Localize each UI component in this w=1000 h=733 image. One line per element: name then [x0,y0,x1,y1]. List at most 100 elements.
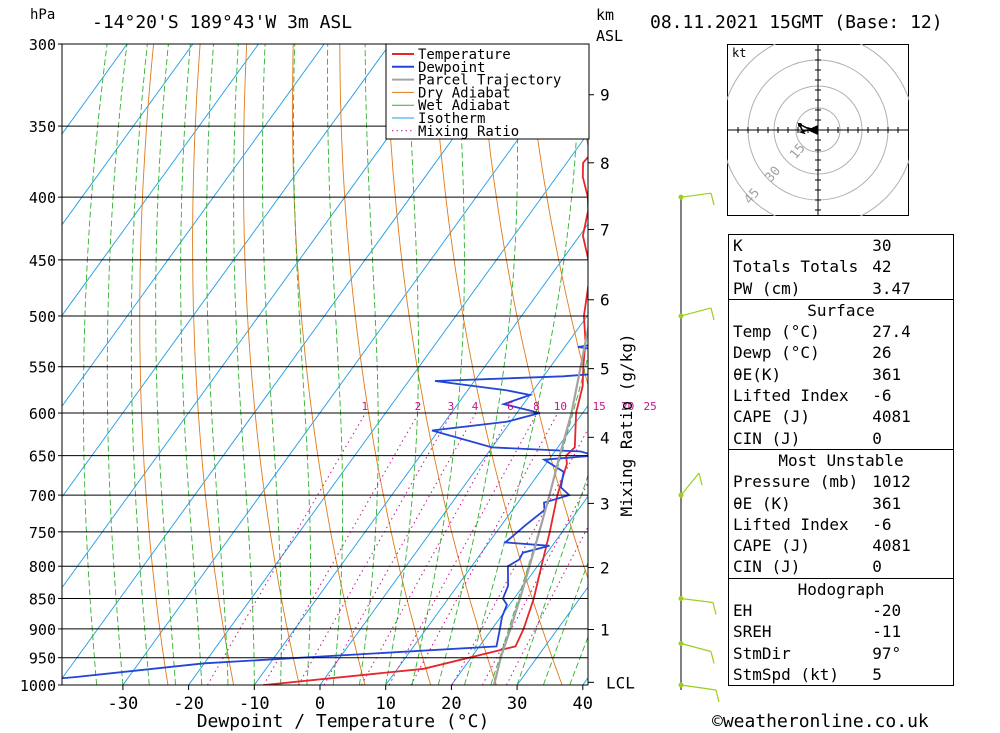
km-tick-label: 6 [600,291,610,310]
isotherm-line [516,586,588,685]
mu-li-value: -6 [872,514,892,534]
km-tick-label: 5 [600,360,610,379]
mu-theta-label: θE (K) [733,493,791,513]
pressure-tick-label: 750 [29,524,56,542]
legend-box [385,43,590,140]
surface-cin-value: 0 [872,428,882,448]
legend-label: Parcel Trajectory [418,73,561,89]
surface-dewp-value: 26 [872,343,892,363]
credit-link[interactable]: ©weatheronline.co.uk [712,711,929,732]
mixing-ratio-label: 2 [415,400,422,413]
mu-cape-value: 4081 [872,536,911,556]
temperature-tick-label: 10 [375,694,395,714]
wet-adiabat-line [358,44,379,685]
dry-adiabat-line [292,44,366,685]
wet-adiabat-line [83,44,108,685]
wind-barb-feather [710,307,715,321]
wind-barb-feather [712,602,717,615]
wet-adiabat-line [180,44,203,685]
isotherm-line [385,404,588,685]
pressure-tick-label: 500 [29,308,56,326]
wind-barb-shaft [680,472,700,496]
km-tick-label: 8 [600,154,610,173]
mu-pressure-value: 1012 [872,472,911,492]
surface-cape-value: 4081 [872,407,911,427]
km-tick-label: LCL [606,673,635,692]
mu-li-label: Lifted Index [733,514,849,534]
surface-li-label: Lifted Index [733,386,849,406]
surface-temp-label: Temp (°C) [733,322,820,342]
indices-table: K 30 Totals Totals 42 PW (cm) 3.47 Surface … [728,234,954,687]
isotherm-line [62,44,194,226]
mixing-ratio-label: 10 [554,400,567,413]
wet-adiabat-line [542,561,588,685]
isotherm-line [62,44,128,135]
km-label: km [596,6,615,24]
sreh-label: SREH [733,622,772,642]
wind-barb-feather [698,472,703,486]
temperature-tick-label: 20 [441,694,461,714]
eh-value: -20 [872,601,902,621]
isotherm-line [253,223,588,685]
legend-label: Temperature [418,47,511,63]
mu-cin-value: 0 [872,557,882,577]
pressure-tick-label: 850 [29,590,56,608]
wind-barb-shaft [680,597,714,604]
mixing-ratio-label: 25 [643,400,656,413]
hodo-trace [797,122,819,135]
pw-value: 3.47 [872,278,911,298]
mu-pressure-label: Pressure (mb) [733,472,859,492]
km-tick-label: 7 [600,220,610,239]
km-tick-label: 2 [600,559,610,578]
km-tick-label: 4 [600,428,610,447]
k-value: 30 [872,236,892,255]
legend-label: Dry Adiabat [418,85,511,101]
pressure-tick-label: 1000 [20,677,56,695]
wet-adiabat-line [106,44,128,685]
hodo-stats-title: Hodograph [728,577,954,601]
y-axis-right-label: Mixing Ratio (g/kg) [617,333,636,516]
mu-title: Most Unstable [728,448,954,472]
wind-barb-shaft [680,307,712,317]
hpa-label: hPa [30,7,56,23]
temperature-tick-label: -30 [108,694,139,714]
dry-adiabat-line [979,7,1000,711]
mixing-ratio-line [481,481,588,685]
mixing-ratio-label: 15 [593,400,606,413]
pressure-tick-label: 450 [29,252,56,270]
pressure-tick-label: 600 [29,405,56,423]
pressure-tick-label: 300 [29,36,56,54]
k-label: K [733,236,743,255]
isotherm-line [450,495,588,685]
wet-adiabat-line [130,44,150,685]
surface-dewp-label: Dewp (°C) [733,343,820,363]
temperature-tick-label: 0 [315,694,325,714]
dry-adiabat-line [192,44,235,685]
dry-adiabat-line [385,44,497,685]
stmspd-value: 5 [872,664,882,684]
dry-adiabat-line [243,44,300,685]
pressure-tick-label: 550 [29,359,56,377]
mixing-ratio-label: 3 [448,400,455,413]
mixing-ratio-label: 20 [621,400,634,413]
temperature-tick-label: -20 [173,694,204,714]
temperature-tick-label: 30 [507,694,527,714]
x-axis-label: Dewpoint / Temperature (°C) [197,711,490,732]
pressure-tick-label: 650 [29,448,56,466]
legend-label: Dewpoint [418,60,485,76]
hodo-point [798,123,802,127]
wet-adiabat-line [490,354,588,685]
mu-cin-label: CIN (J) [733,557,801,577]
dewpoint-line [62,44,588,685]
hodo-storm-marker [807,125,818,135]
surface-li-value: -6 [872,386,892,406]
stmdir-value: 97° [872,643,902,663]
datetime-title: 08.11.2021 15GMT (Base: 12) [650,12,943,33]
stmdir-label: StmDir [733,643,791,663]
legend-label: Mixing Ratio [418,124,519,140]
surface-cape-label: CAPE (J) [733,407,811,427]
mixing-ratio-label: 8 [533,400,540,413]
surface-title: Surface [728,298,954,322]
wind-barb-feather [715,689,720,703]
surface-theta-value: 361 [872,364,902,384]
